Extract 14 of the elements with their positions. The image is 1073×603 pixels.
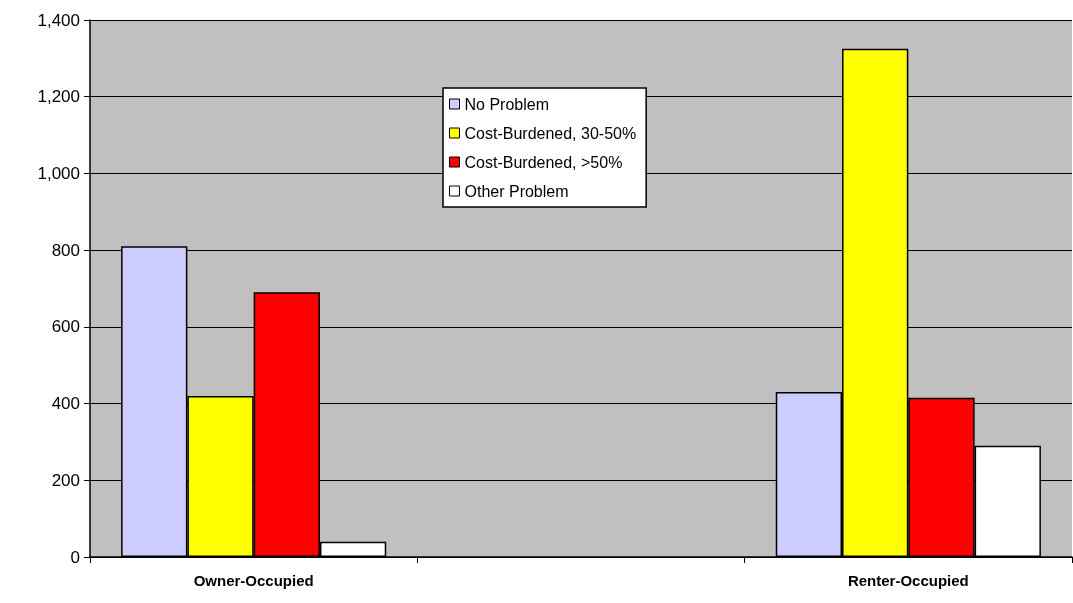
y-tick-label: 1,000 (37, 163, 80, 183)
y-tick-label: 200 (51, 470, 80, 490)
y-tick-label: 1,200 (37, 87, 80, 107)
x-tick-label: Owner-Occupied (193, 572, 314, 589)
legend-label: Other Problem (464, 182, 569, 200)
y-tick-label: 0 (70, 547, 80, 567)
legend-label: Cost-Burdened, 30-50% (464, 124, 637, 142)
y-tick-label: 1,400 (37, 10, 80, 30)
x-tick-label: Renter-Occupied (847, 572, 969, 589)
y-tick-label: 800 (51, 240, 80, 260)
y-tick-label: 400 (51, 394, 80, 414)
legend-label: No Problem (464, 95, 549, 113)
y-tick-label: 600 (51, 317, 80, 337)
legend-label: Cost-Burdened, >50% (464, 153, 623, 171)
